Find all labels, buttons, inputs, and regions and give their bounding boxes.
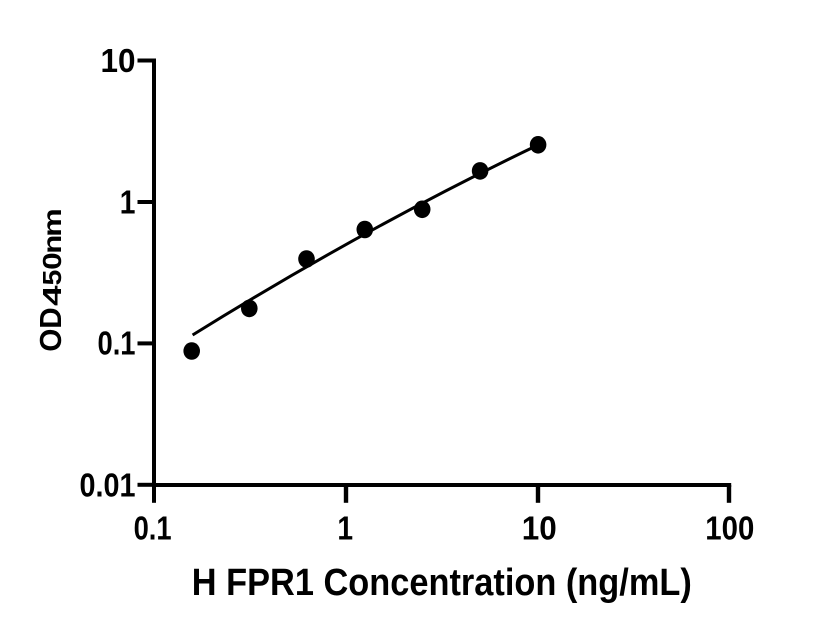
svg-text:OD450nm: OD450nm (33, 208, 68, 352)
svg-text:1: 1 (120, 183, 136, 220)
svg-text:0.1: 0.1 (134, 510, 172, 547)
svg-text:1: 1 (337, 510, 353, 547)
svg-text:10: 10 (101, 42, 136, 79)
svg-text:H FPR1 Concentration (ng/mL): H FPR1 Concentration (ng/mL) (192, 562, 692, 604)
svg-text:10: 10 (522, 510, 557, 547)
svg-text:0.01: 0.01 (80, 467, 136, 504)
svg-text:100: 100 (705, 510, 754, 547)
svg-text:0.1: 0.1 (98, 325, 136, 362)
